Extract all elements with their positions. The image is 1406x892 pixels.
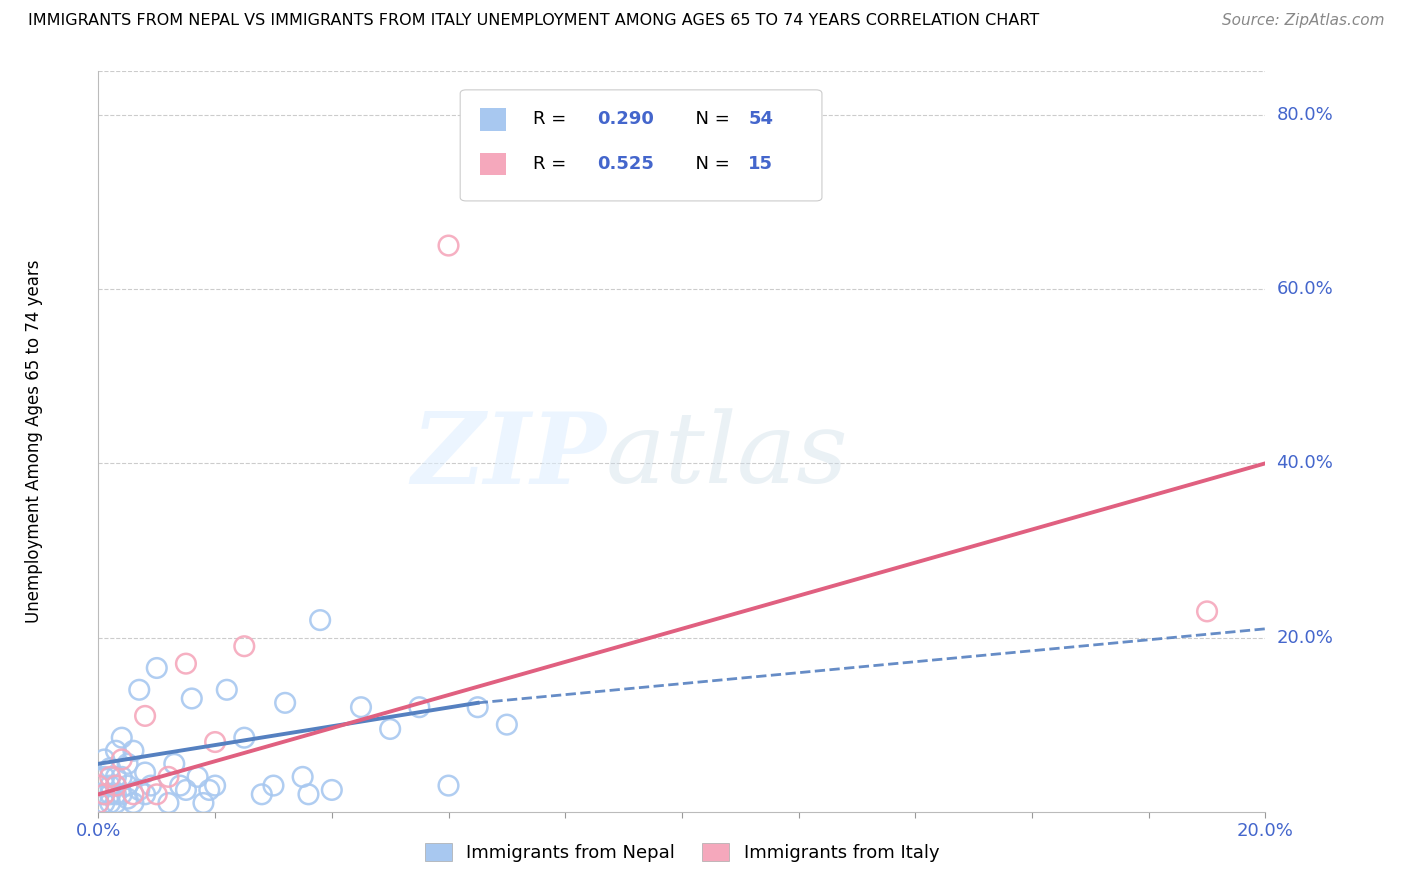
Point — [87, 787, 110, 801]
Point — [98, 779, 121, 793]
Point — [98, 796, 121, 810]
Point — [117, 756, 139, 771]
Point — [98, 770, 121, 784]
Point — [111, 770, 134, 784]
Point — [146, 661, 169, 675]
Point — [122, 744, 145, 758]
Point — [274, 696, 297, 710]
Point — [128, 682, 150, 697]
Point — [163, 756, 186, 771]
Point — [378, 722, 402, 736]
Point — [134, 765, 156, 780]
Point — [93, 752, 115, 766]
Point — [93, 796, 115, 810]
Point — [157, 796, 180, 810]
Point — [187, 770, 209, 784]
Point — [309, 613, 332, 627]
Point — [180, 691, 202, 706]
Point — [122, 787, 145, 801]
Point — [146, 787, 169, 801]
Text: 15: 15 — [748, 155, 773, 173]
Point — [198, 783, 221, 797]
Point — [134, 787, 156, 801]
Point — [87, 796, 110, 810]
Text: 20.0%: 20.0% — [1277, 629, 1333, 647]
Point — [104, 787, 127, 801]
Point — [174, 657, 197, 671]
Text: R =: R = — [533, 155, 571, 173]
Point — [87, 779, 110, 793]
Point — [98, 761, 121, 775]
Text: Source: ZipAtlas.com: Source: ZipAtlas.com — [1222, 13, 1385, 29]
Point — [350, 700, 373, 714]
Point — [93, 787, 115, 801]
Point — [1195, 604, 1218, 618]
Point — [262, 779, 284, 793]
Point — [122, 796, 145, 810]
Legend: Immigrants from Nepal, Immigrants from Italy: Immigrants from Nepal, Immigrants from I… — [418, 836, 946, 870]
Point — [87, 779, 110, 793]
FancyBboxPatch shape — [479, 109, 506, 130]
Text: R =: R = — [533, 111, 571, 128]
Point — [104, 779, 127, 793]
Point — [111, 731, 134, 745]
Point — [139, 779, 162, 793]
Text: 40.0%: 40.0% — [1277, 454, 1333, 473]
Point — [117, 779, 139, 793]
Text: IMMIGRANTS FROM NEPAL VS IMMIGRANTS FROM ITALY UNEMPLOYMENT AMONG AGES 65 TO 74 : IMMIGRANTS FROM NEPAL VS IMMIGRANTS FROM… — [28, 13, 1039, 29]
Point — [128, 783, 150, 797]
Point — [291, 770, 314, 784]
Point — [87, 796, 110, 810]
Text: N =: N = — [685, 155, 735, 173]
Point — [169, 779, 191, 793]
Point — [437, 779, 460, 793]
Point — [233, 731, 256, 745]
FancyBboxPatch shape — [479, 153, 506, 175]
Point — [204, 779, 226, 793]
Point — [104, 770, 127, 784]
Text: 54: 54 — [748, 111, 773, 128]
Text: ZIP: ZIP — [411, 409, 606, 505]
Point — [104, 796, 127, 810]
Text: N =: N = — [685, 111, 735, 128]
Text: 60.0%: 60.0% — [1277, 280, 1333, 298]
Point — [215, 682, 238, 697]
Point — [467, 700, 489, 714]
Point — [134, 709, 156, 723]
Point — [250, 787, 273, 801]
Text: 0.525: 0.525 — [596, 155, 654, 173]
Point — [233, 639, 256, 653]
Text: 0.290: 0.290 — [596, 111, 654, 128]
Point — [437, 238, 460, 252]
Text: atlas: atlas — [606, 409, 849, 504]
Point — [117, 791, 139, 805]
Point — [157, 770, 180, 784]
Point — [321, 783, 343, 797]
Point — [98, 787, 121, 801]
Point — [111, 787, 134, 801]
Point — [111, 752, 134, 766]
Point — [408, 700, 430, 714]
Point — [174, 783, 197, 797]
Point — [297, 787, 319, 801]
Point — [104, 779, 127, 793]
Point — [93, 787, 115, 801]
FancyBboxPatch shape — [460, 90, 823, 201]
Point — [93, 770, 115, 784]
Text: Unemployment Among Ages 65 to 74 years: Unemployment Among Ages 65 to 74 years — [25, 260, 44, 624]
Point — [193, 796, 215, 810]
Point — [104, 744, 127, 758]
Text: 80.0%: 80.0% — [1277, 106, 1333, 124]
Point — [204, 735, 226, 749]
Point — [495, 717, 517, 731]
